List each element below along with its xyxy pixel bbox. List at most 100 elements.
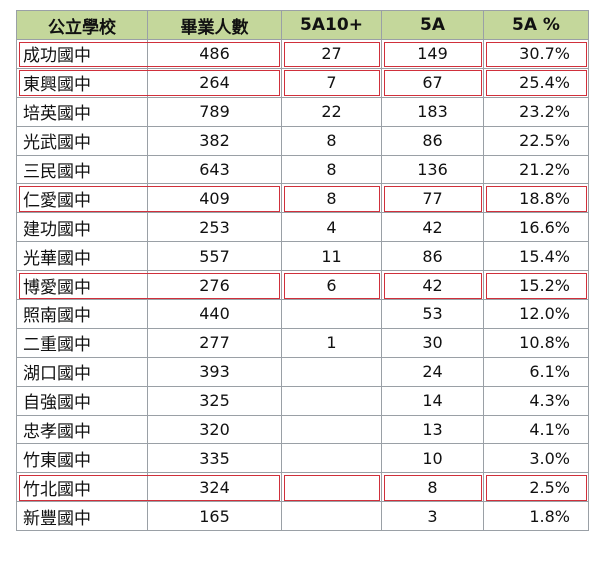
5a-percent-cell: 12.0% xyxy=(483,299,589,329)
graduates-cell: 440 xyxy=(147,299,282,329)
graduates-cell: 335 xyxy=(147,443,282,474)
5a10plus-cell: 8 xyxy=(281,154,382,185)
5a-percent-cell: 4.1% xyxy=(483,414,589,445)
school-name-cell: 竹東國中 xyxy=(16,443,148,474)
graduates-cell: 277 xyxy=(147,327,282,358)
5a10plus-cell: 7 xyxy=(281,67,382,98)
5a-percent-cell: 1.8% xyxy=(483,501,589,532)
5a-percent-cell: 2.5% xyxy=(483,472,589,503)
5a-cell: 136 xyxy=(381,154,484,185)
school-name-cell: 博愛國中 xyxy=(16,270,148,301)
header-5a-percent: 5A % xyxy=(483,10,589,40)
5a-cell: 183 xyxy=(381,96,484,127)
table-row: 新豐國中 165 3 1.8% xyxy=(16,501,589,532)
5a10plus-cell: 11 xyxy=(281,241,382,272)
5a-percent-cell: 3.0% xyxy=(483,443,589,474)
school-name-cell: 成功國中 xyxy=(16,39,148,69)
table-row: 建功國中 253 4 42 16.6% xyxy=(16,212,589,243)
5a10plus-cell: 27 xyxy=(281,39,382,69)
school-results-table: 公立學校 畢業人數 5A10+ 5A 5A % 成功國中 486 27 149 30.7… xyxy=(16,10,589,532)
graduates-cell: 393 xyxy=(147,356,282,387)
graduates-cell: 409 xyxy=(147,183,282,214)
5a-percent-cell: 23.2% xyxy=(483,96,589,127)
5a10plus-cell: 1 xyxy=(281,327,382,358)
5a-percent-cell: 4.3% xyxy=(483,385,589,416)
5a-cell: 8 xyxy=(381,472,484,503)
header-5a10plus: 5A10+ xyxy=(281,10,382,40)
header-5a: 5A xyxy=(381,10,484,40)
school-name-cell: 建功國中 xyxy=(16,212,148,243)
school-name-cell: 照南國中 xyxy=(16,299,148,329)
graduates-cell: 320 xyxy=(147,414,282,445)
5a-percent-cell: 30.7% xyxy=(483,39,589,69)
graduates-cell: 276 xyxy=(147,270,282,301)
5a10plus-cell: 4 xyxy=(281,212,382,243)
table-row: 照南國中 440 53 12.0% xyxy=(16,299,589,329)
table-row: 東興國中 264 7 67 25.4% xyxy=(16,67,589,98)
school-name-cell: 東興國中 xyxy=(16,67,148,98)
5a-percent-cell: 25.4% xyxy=(483,67,589,98)
5a-percent-cell: 22.5% xyxy=(483,125,589,156)
5a-percent-cell: 16.6% xyxy=(483,212,589,243)
header-school: 公立學校 xyxy=(16,10,148,40)
5a10plus-cell: 22 xyxy=(281,96,382,127)
school-name-cell: 新豐國中 xyxy=(16,501,148,532)
school-name-cell: 光華國中 xyxy=(16,241,148,272)
table-row: 仁愛國中 409 8 77 18.8% xyxy=(16,183,589,214)
school-results-sheet: 公立學校 畢業人數 5A10+ 5A 5A % 成功國中 486 27 149 30.7… xyxy=(16,10,594,562)
5a10plus-cell xyxy=(281,356,382,387)
5a-cell: 24 xyxy=(381,356,484,387)
graduates-cell: 486 xyxy=(147,39,282,69)
5a-cell: 42 xyxy=(381,212,484,243)
5a-cell: 3 xyxy=(381,501,484,532)
table-row: 湖口國中 393 24 6.1% xyxy=(16,356,589,387)
table-row: 三民國中 643 8 136 21.2% xyxy=(16,154,589,185)
5a-cell: 86 xyxy=(381,125,484,156)
5a-cell: 67 xyxy=(381,67,484,98)
graduates-cell: 324 xyxy=(147,472,282,503)
table-row: 自強國中 325 14 4.3% xyxy=(16,385,589,416)
graduates-cell: 264 xyxy=(147,67,282,98)
table-row: 成功國中 486 27 149 30.7% xyxy=(16,39,589,69)
5a10plus-cell: 8 xyxy=(281,183,382,214)
school-name-cell: 光武國中 xyxy=(16,125,148,156)
5a-cell: 77 xyxy=(381,183,484,214)
5a-cell: 53 xyxy=(381,299,484,329)
table-row: 忠孝國中 320 13 4.1% xyxy=(16,414,589,445)
graduates-cell: 557 xyxy=(147,241,282,272)
school-name-cell: 忠孝國中 xyxy=(16,414,148,445)
table-row: 光華國中 557 11 86 15.4% xyxy=(16,241,589,272)
school-name-cell: 仁愛國中 xyxy=(16,183,148,214)
graduates-cell: 789 xyxy=(147,96,282,127)
5a10plus-cell xyxy=(281,472,382,503)
5a10plus-cell xyxy=(281,501,382,532)
5a-cell: 13 xyxy=(381,414,484,445)
graduates-cell: 325 xyxy=(147,385,282,416)
graduates-cell: 165 xyxy=(147,501,282,532)
table-row: 竹東國中 335 10 3.0% xyxy=(16,443,589,474)
5a-cell: 149 xyxy=(381,39,484,69)
table-row: 二重國中 277 1 30 10.8% xyxy=(16,327,589,358)
5a-percent-cell: 6.1% xyxy=(483,356,589,387)
5a10plus-cell xyxy=(281,385,382,416)
5a-cell: 30 xyxy=(381,327,484,358)
5a-percent-cell: 21.2% xyxy=(483,154,589,185)
5a-percent-cell: 10.8% xyxy=(483,327,589,358)
5a-cell: 86 xyxy=(381,241,484,272)
table-row: 光武國中 382 8 86 22.5% xyxy=(16,125,589,156)
school-name-cell: 培英國中 xyxy=(16,96,148,127)
school-name-cell: 湖口國中 xyxy=(16,356,148,387)
5a10plus-cell: 6 xyxy=(281,270,382,301)
school-name-cell: 竹北國中 xyxy=(16,472,148,503)
table-row: 博愛國中 276 6 42 15.2% xyxy=(16,270,589,301)
table-row: 竹北國中 324 8 2.5% xyxy=(16,472,589,503)
header-row: 公立學校 畢業人數 5A10+ 5A 5A % xyxy=(16,10,589,40)
5a10plus-cell xyxy=(281,299,382,329)
5a-cell: 14 xyxy=(381,385,484,416)
school-name-cell: 二重國中 xyxy=(16,327,148,358)
5a10plus-cell xyxy=(281,443,382,474)
school-name-cell: 自強國中 xyxy=(16,385,148,416)
graduates-cell: 643 xyxy=(147,154,282,185)
5a10plus-cell xyxy=(281,414,382,445)
header-graduates: 畢業人數 xyxy=(147,10,282,40)
